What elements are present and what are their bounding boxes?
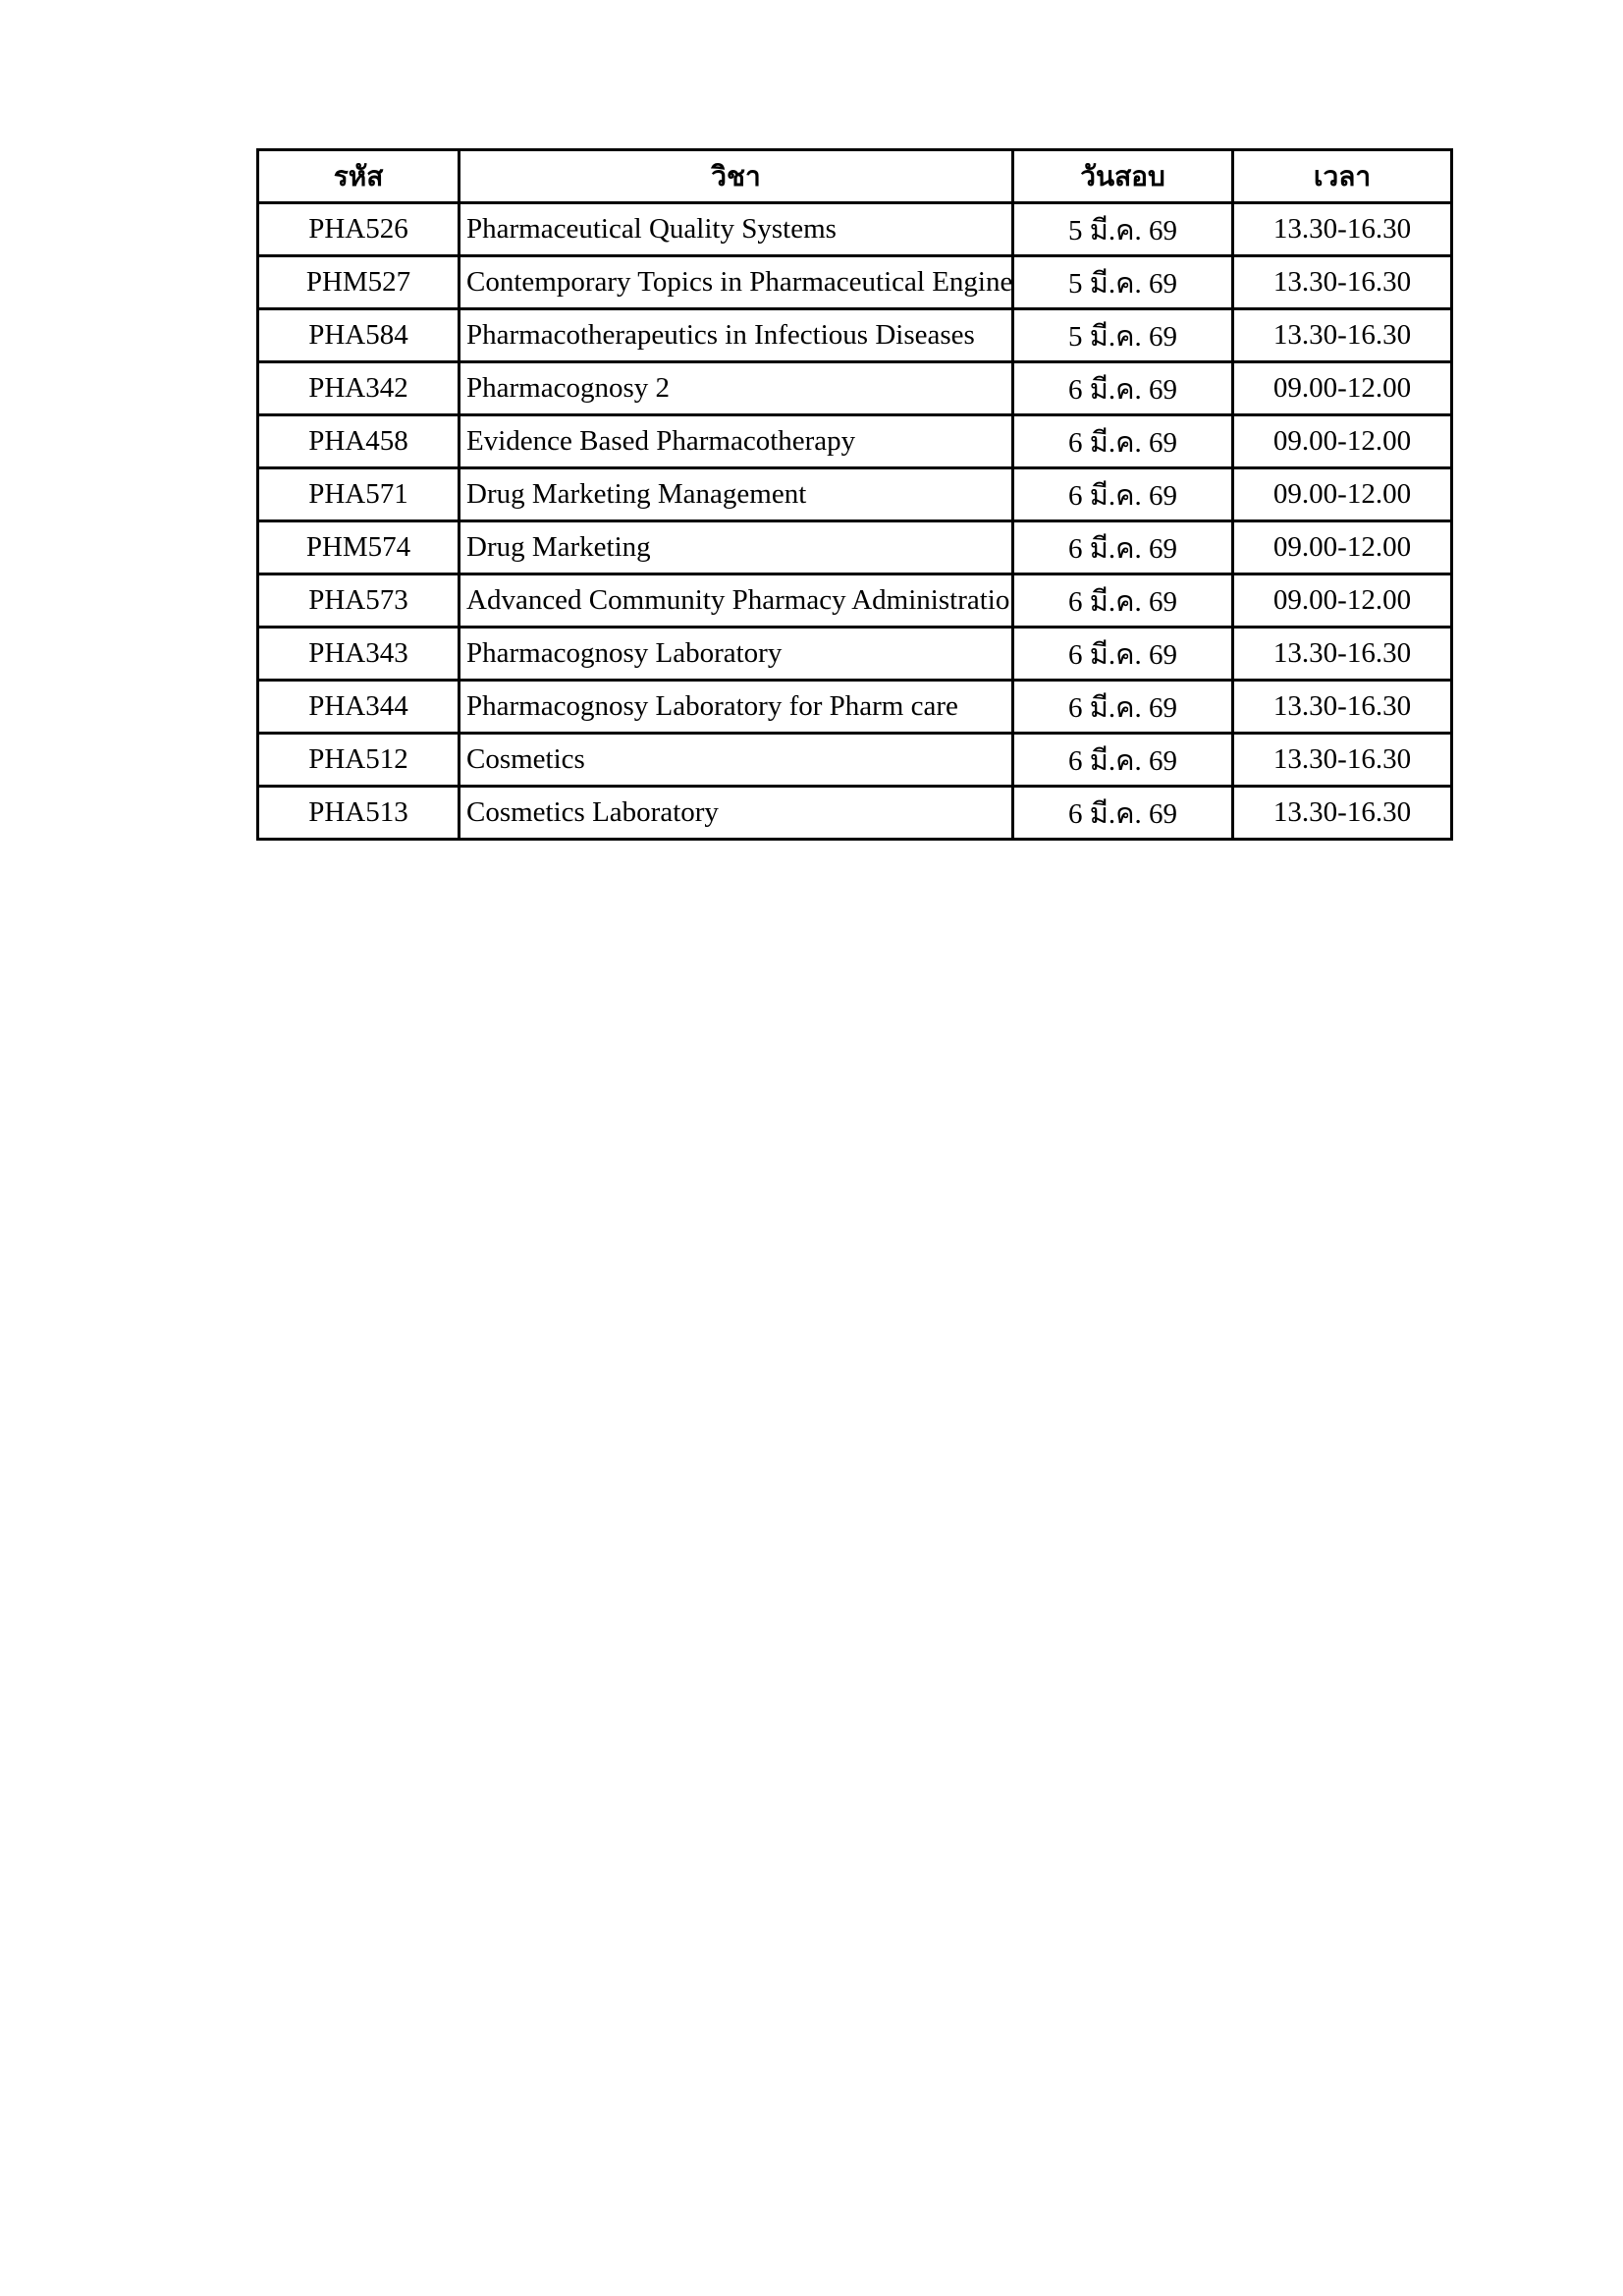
table-cell: 6 มี.ค. 69	[1011, 413, 1234, 469]
table-cell: PHA571	[256, 466, 460, 522]
table-cell: PHA512	[256, 732, 460, 788]
table-row: PHA571 Drug Marketing Management 6 มี.ค. 6…	[256, 466, 1453, 522]
table-cell: 09.00-12.00	[1231, 360, 1453, 416]
table-row: PHA512 Cosmetics 6 มี.ค. 69 13.30-16.30	[256, 732, 1453, 788]
table-cell: Pharmacotherapeutics in Infectious Disea…	[458, 307, 1014, 363]
table-cell: PHA584	[256, 307, 460, 363]
table-row: PHA343 Pharmacognosy Laboratory 6 มี.ค. 69…	[256, 626, 1453, 682]
table-cell: 6 มี.ค. 69	[1011, 466, 1234, 522]
table-cell: PHA526	[256, 201, 460, 257]
table-cell: 13.30-16.30	[1231, 201, 1453, 257]
table-cell: PHA343	[256, 626, 460, 682]
table-cell: Cosmetics Laboratory	[458, 785, 1014, 841]
header-row: รหัส วิชา วันสอบ เวลา	[256, 148, 1453, 204]
table-cell: Evidence Based Pharmacotherapy	[458, 413, 1014, 469]
table-cell: 6 มี.ค. 69	[1011, 573, 1234, 629]
table-cell: 6 มี.ค. 69	[1011, 360, 1234, 416]
table-cell: 6 มี.ค. 69	[1011, 679, 1234, 735]
table-row: PHA513 Cosmetics Laboratory 6 มี.ค. 69 13.3…	[256, 785, 1453, 841]
table-cell: PHM527	[256, 254, 460, 310]
table-row: PHA584 Pharmacotherapeutics in Infectious…	[256, 307, 1453, 363]
table-cell: 13.30-16.30	[1231, 307, 1453, 363]
table-cell: 09.00-12.00	[1231, 573, 1453, 629]
table-row: PHM574 Drug Marketing 6 มี.ค. 69 09.00-12.0…	[256, 519, 1453, 575]
table-cell: 09.00-12.00	[1231, 519, 1453, 575]
table-cell: 09.00-12.00	[1231, 413, 1453, 469]
table-cell: Drug Marketing Management	[458, 466, 1014, 522]
table-cell: PHA513	[256, 785, 460, 841]
table-cell: 5 มี.ค. 69	[1011, 201, 1234, 257]
table-row: PHA344 Pharmacognosy Laboratory for Pharm…	[256, 679, 1453, 735]
table-row: PHA526 Pharmaceutical Quality Systems 5 มี…	[256, 201, 1453, 257]
table-cell: Advanced Community Pharmacy Administrati…	[458, 573, 1014, 629]
table-cell: PHA458	[256, 413, 460, 469]
header-cell: เวลา	[1231, 148, 1453, 204]
table-cell: 09.00-12.00	[1231, 466, 1453, 522]
table-cell: PHM574	[256, 519, 460, 575]
table-cell: Drug Marketing	[458, 519, 1014, 575]
header-cell: รหัส	[256, 148, 460, 204]
table-cell: 6 มี.ค. 69	[1011, 785, 1234, 841]
table-cell: 13.30-16.30	[1231, 679, 1453, 735]
header-cell: วันสอบ	[1011, 148, 1234, 204]
table-cell: PHA573	[256, 573, 460, 629]
table-cell: 13.30-16.30	[1231, 732, 1453, 788]
table-cell: PHA344	[256, 679, 460, 735]
table-cell: Pharmacognosy 2	[458, 360, 1014, 416]
table-row: PHA458 Evidence Based Pharmacotherapy 6 มี…	[256, 413, 1453, 469]
table-cell: 5 มี.ค. 69	[1011, 307, 1234, 363]
table-cell: Cosmetics	[458, 732, 1014, 788]
table-body: PHA526 Pharmaceutical Quality Systems 5 มี…	[256, 201, 1453, 841]
table-row: PHA573 Advanced Community Pharmacy Admini…	[256, 573, 1453, 629]
table-cell: Pharmacognosy Laboratory	[458, 626, 1014, 682]
exam-table: รหัส วิชา วันสอบ เวลา PHA526 Pharmaceutical …	[256, 148, 1453, 841]
header-cell: วิชา	[458, 148, 1014, 204]
table-cell: 6 มี.ค. 69	[1011, 732, 1234, 788]
table-cell: 6 มี.ค. 69	[1011, 519, 1234, 575]
table-cell: Pharmaceutical Quality Systems	[458, 201, 1014, 257]
table-row: PHM527 Contemporary Topics in Pharmaceuti…	[256, 254, 1453, 310]
table-cell: Contemporary Topics in Pharmaceutical En…	[458, 254, 1014, 310]
table-cell: PHA342	[256, 360, 460, 416]
table-cell: 5 มี.ค. 69	[1011, 254, 1234, 310]
table-cell: 13.30-16.30	[1231, 254, 1453, 310]
table-cell: 13.30-16.30	[1231, 626, 1453, 682]
table-cell: Pharmacognosy Laboratory for Pharm care	[458, 679, 1014, 735]
table-cell: 6 มี.ค. 69	[1011, 626, 1234, 682]
table-cell: 13.30-16.30	[1231, 785, 1453, 841]
